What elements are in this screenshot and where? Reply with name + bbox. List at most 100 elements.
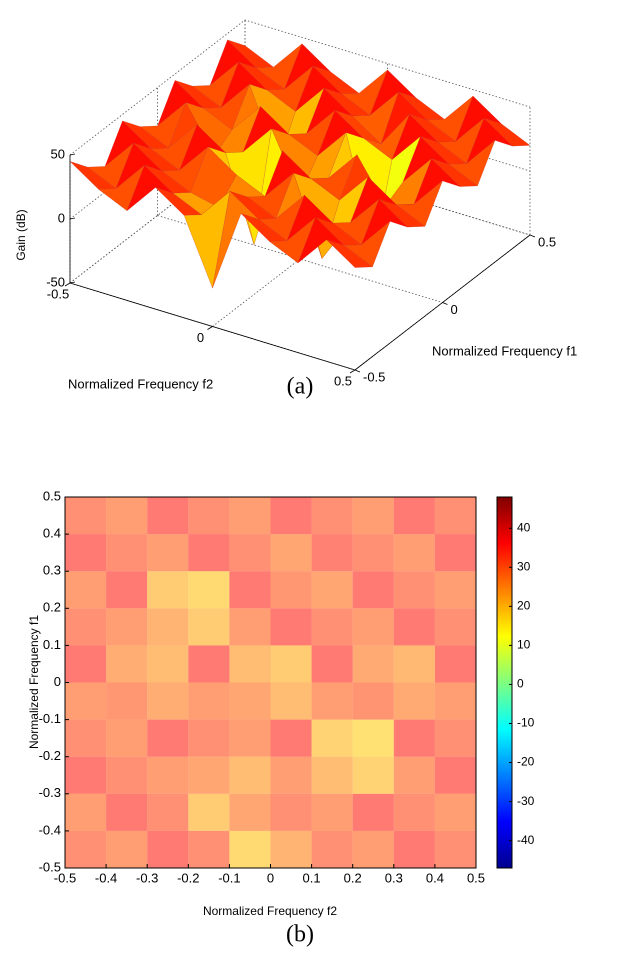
contour-cell <box>352 719 394 757</box>
contour-cell <box>270 793 312 831</box>
contour-cell <box>434 608 476 646</box>
contour-cell <box>65 645 107 683</box>
contour-cell <box>270 756 312 794</box>
contour-cell <box>147 793 189 831</box>
x-tick-label: 0 <box>197 330 204 345</box>
contour-cell <box>393 682 435 720</box>
contour-cell <box>352 608 394 646</box>
contour-cell <box>270 645 312 683</box>
y-tick-label: 0 <box>451 302 458 317</box>
contour-cell <box>147 608 189 646</box>
contour-cell <box>270 534 312 572</box>
contour-cell <box>311 756 353 794</box>
contour-cell <box>106 608 148 646</box>
contour-cell <box>188 793 230 831</box>
contour-cell <box>229 830 271 868</box>
contour-cell <box>352 534 394 572</box>
y-tick-label: 0.3 <box>43 563 61 578</box>
contour-cell <box>311 830 353 868</box>
contour-cell <box>352 571 394 609</box>
contour-cell <box>434 534 476 572</box>
contour-cell <box>65 608 107 646</box>
contour-cell <box>393 497 435 535</box>
contour-cell <box>393 719 435 757</box>
contour-cell <box>270 497 312 535</box>
contour-cell <box>106 830 148 868</box>
y-tick-label: 0.2 <box>43 600 61 615</box>
contour-cell <box>65 682 107 720</box>
contour-cell <box>188 719 230 757</box>
contour-cell <box>311 719 353 757</box>
x-tick-label: -0.5 <box>47 286 69 301</box>
x-tick-label: 0.4 <box>426 870 444 885</box>
tick-mark <box>64 282 71 287</box>
tick-mark <box>207 326 213 330</box>
contour-cell <box>229 793 271 831</box>
contour-cell <box>434 793 476 831</box>
contour-cell <box>106 793 148 831</box>
contour-cell <box>434 719 476 757</box>
contour-cell <box>311 793 353 831</box>
contour-cell <box>65 497 107 535</box>
contour-cell <box>434 756 476 794</box>
contour-cell <box>106 756 148 794</box>
contour-cell <box>311 608 353 646</box>
contour-cell <box>106 571 148 609</box>
surface-patch <box>326 239 374 268</box>
contour-cell <box>188 608 230 646</box>
contour-cell <box>65 830 107 868</box>
x-axis-label: Normalized Frequency f2 <box>203 904 337 918</box>
tick-mark <box>69 217 76 220</box>
colorbar-tick-label: -40 <box>517 833 535 847</box>
colorbar <box>496 496 513 869</box>
contour-cell <box>434 830 476 868</box>
y-tick-label: -0.5 <box>39 859 61 874</box>
contour-cell <box>311 571 353 609</box>
contour-field <box>65 497 476 868</box>
contour-cell <box>147 534 189 572</box>
contour-cell <box>352 682 394 720</box>
contour-cell <box>65 793 107 831</box>
contour-cell <box>352 645 394 683</box>
contour-cell <box>311 682 353 720</box>
contour-cell <box>229 645 271 683</box>
contour-cell <box>270 608 312 646</box>
tick-mark <box>349 369 356 374</box>
contour-cell <box>229 608 271 646</box>
tick-mark <box>69 281 76 284</box>
y-tick-label: 0.5 <box>43 488 61 503</box>
y-tick-label: 0 <box>54 674 61 689</box>
contour-cell <box>147 571 189 609</box>
x-tick-label: 0.2 <box>344 870 362 885</box>
contour-cell <box>229 497 271 535</box>
contour-cell <box>65 571 107 609</box>
contour-cell <box>311 645 353 683</box>
z-axis-label: Gain (dB) <box>14 209 28 260</box>
contour-cell <box>229 756 271 794</box>
x-tick-label: 0.1 <box>303 870 321 885</box>
colorbar-tick-label: 40 <box>517 520 531 534</box>
y-tick-label: -0.5 <box>363 369 385 384</box>
x-tick-label: -0.1 <box>218 870 240 885</box>
tick-mark <box>69 153 76 156</box>
contour-cell <box>188 497 230 535</box>
contour-cell <box>311 497 353 535</box>
contour-cell <box>393 645 435 683</box>
colorbar-tick-label: 0 <box>517 677 524 691</box>
contour-cell <box>147 719 189 757</box>
contour-cell <box>188 645 230 683</box>
contour-cell <box>106 682 148 720</box>
contour-cell <box>311 534 353 572</box>
contour-cell <box>393 534 435 572</box>
caption: (b) <box>286 922 314 948</box>
contour-cell <box>270 719 312 757</box>
contour-cell <box>434 682 476 720</box>
y-tick-label: -0.3 <box>39 785 61 800</box>
contour-cell <box>65 534 107 572</box>
contour-cell <box>147 830 189 868</box>
contour-cell <box>393 793 435 831</box>
contour-cell <box>393 756 435 794</box>
contour-cell <box>229 571 271 609</box>
y-tick-label: -0.1 <box>39 711 61 726</box>
